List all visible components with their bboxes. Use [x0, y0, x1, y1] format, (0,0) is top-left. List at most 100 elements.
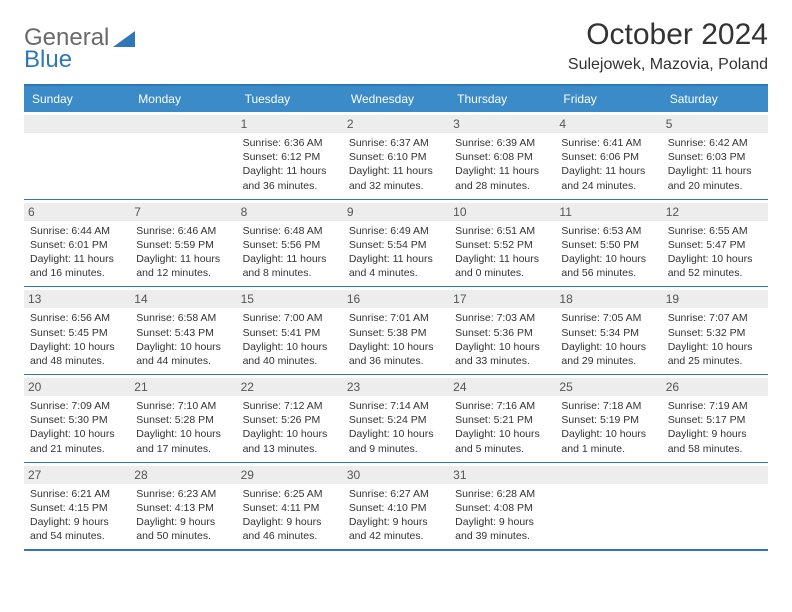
day-number: 4 [555, 115, 661, 133]
sunrise-text: Sunrise: 6:58 AM [136, 311, 230, 325]
calendar-day: 25Sunrise: 7:18 AMSunset: 5:19 PMDayligh… [555, 375, 661, 462]
day-number: 12 [662, 203, 768, 221]
daylight-text: Daylight: 11 hours and 16 minutes. [30, 252, 124, 280]
calendar-day: 30Sunrise: 6:27 AMSunset: 4:10 PMDayligh… [343, 463, 449, 550]
sunrise-text: Sunrise: 7:03 AM [455, 311, 549, 325]
daylight-text: Daylight: 11 hours and 24 minutes. [561, 164, 655, 192]
sunrise-text: Sunrise: 6:25 AM [243, 487, 337, 501]
calendar-day: 15Sunrise: 7:00 AMSunset: 5:41 PMDayligh… [237, 287, 343, 374]
sunrise-text: Sunrise: 6:44 AM [30, 224, 124, 238]
calendar-day: 23Sunrise: 7:14 AMSunset: 5:24 PMDayligh… [343, 375, 449, 462]
calendar-day: 18Sunrise: 7:05 AMSunset: 5:34 PMDayligh… [555, 287, 661, 374]
day-number: 24 [449, 378, 555, 396]
sunrise-text: Sunrise: 6:23 AM [136, 487, 230, 501]
calendar-header-row: Sunday Monday Tuesday Wednesday Thursday… [24, 84, 768, 112]
day-number: 3 [449, 115, 555, 133]
day-number: 30 [343, 466, 449, 484]
title-block: October 2024 Sulejowek, Mazovia, Poland [568, 18, 768, 74]
location-subtitle: Sulejowek, Mazovia, Poland [568, 56, 768, 74]
calendar-day: 26Sunrise: 7:19 AMSunset: 5:17 PMDayligh… [662, 375, 768, 462]
daylight-text: Daylight: 10 hours and 33 minutes. [455, 340, 549, 368]
calendar-week: 20Sunrise: 7:09 AMSunset: 5:30 PMDayligh… [24, 375, 768, 463]
day-number [130, 115, 236, 133]
calendar-day [555, 463, 661, 550]
calendar-day: 10Sunrise: 6:51 AMSunset: 5:52 PMDayligh… [449, 200, 555, 287]
sunrise-text: Sunrise: 6:49 AM [349, 224, 443, 238]
day-header-friday: Friday [555, 86, 661, 112]
sunset-text: Sunset: 5:21 PM [455, 413, 549, 427]
sunrise-text: Sunrise: 7:07 AM [668, 311, 762, 325]
sunset-text: Sunset: 5:30 PM [30, 413, 124, 427]
day-number: 26 [662, 378, 768, 396]
sunset-text: Sunset: 5:59 PM [136, 238, 230, 252]
calendar-week: 27Sunrise: 6:21 AMSunset: 4:15 PMDayligh… [24, 463, 768, 552]
calendar-day: 12Sunrise: 6:55 AMSunset: 5:47 PMDayligh… [662, 200, 768, 287]
day-header-monday: Monday [130, 86, 236, 112]
daylight-text: Daylight: 9 hours and 54 minutes. [30, 515, 124, 543]
day-number: 7 [130, 203, 236, 221]
sunset-text: Sunset: 5:34 PM [561, 326, 655, 340]
sunrise-text: Sunrise: 6:55 AM [668, 224, 762, 238]
sunset-text: Sunset: 6:10 PM [349, 150, 443, 164]
sunrise-text: Sunrise: 7:14 AM [349, 399, 443, 413]
day-number: 20 [24, 378, 130, 396]
sunrise-text: Sunrise: 6:48 AM [243, 224, 337, 238]
calendar-week: 6Sunrise: 6:44 AMSunset: 6:01 PMDaylight… [24, 200, 768, 288]
sunset-text: Sunset: 5:17 PM [668, 413, 762, 427]
sunrise-text: Sunrise: 7:09 AM [30, 399, 124, 413]
calendar-day: 11Sunrise: 6:53 AMSunset: 5:50 PMDayligh… [555, 200, 661, 287]
sunset-text: Sunset: 5:54 PM [349, 238, 443, 252]
day-number: 9 [343, 203, 449, 221]
calendar-day: 5Sunrise: 6:42 AMSunset: 6:03 PMDaylight… [662, 112, 768, 199]
day-number: 15 [237, 290, 343, 308]
daylight-text: Daylight: 10 hours and 52 minutes. [668, 252, 762, 280]
daylight-text: Daylight: 11 hours and 4 minutes. [349, 252, 443, 280]
day-number: 19 [662, 290, 768, 308]
calendar-day: 6Sunrise: 6:44 AMSunset: 6:01 PMDaylight… [24, 200, 130, 287]
calendar-week: 1Sunrise: 6:36 AMSunset: 6:12 PMDaylight… [24, 112, 768, 200]
sunrise-text: Sunrise: 6:27 AM [349, 487, 443, 501]
daylight-text: Daylight: 9 hours and 42 minutes. [349, 515, 443, 543]
sunset-text: Sunset: 5:56 PM [243, 238, 337, 252]
daylight-text: Daylight: 10 hours and 56 minutes. [561, 252, 655, 280]
day-header-wednesday: Wednesday [343, 86, 449, 112]
calendar-day: 17Sunrise: 7:03 AMSunset: 5:36 PMDayligh… [449, 287, 555, 374]
daylight-text: Daylight: 10 hours and 1 minute. [561, 427, 655, 455]
sunset-text: Sunset: 5:28 PM [136, 413, 230, 427]
sunset-text: Sunset: 4:13 PM [136, 501, 230, 515]
daylight-text: Daylight: 10 hours and 9 minutes. [349, 427, 443, 455]
sunset-text: Sunset: 5:24 PM [349, 413, 443, 427]
day-number: 29 [237, 466, 343, 484]
day-number: 17 [449, 290, 555, 308]
calendar-day: 28Sunrise: 6:23 AMSunset: 4:13 PMDayligh… [130, 463, 236, 550]
sunset-text: Sunset: 5:43 PM [136, 326, 230, 340]
daylight-text: Daylight: 9 hours and 58 minutes. [668, 427, 762, 455]
calendar-day: 3Sunrise: 6:39 AMSunset: 6:08 PMDaylight… [449, 112, 555, 199]
sunrise-text: Sunrise: 6:51 AM [455, 224, 549, 238]
calendar-day: 19Sunrise: 7:07 AMSunset: 5:32 PMDayligh… [662, 287, 768, 374]
calendar-day: 29Sunrise: 6:25 AMSunset: 4:11 PMDayligh… [237, 463, 343, 550]
daylight-text: Daylight: 9 hours and 50 minutes. [136, 515, 230, 543]
day-number [555, 466, 661, 484]
header: General October 2024 Sulejowek, Mazovia,… [24, 18, 768, 74]
calendar-day: 22Sunrise: 7:12 AMSunset: 5:26 PMDayligh… [237, 375, 343, 462]
day-number: 16 [343, 290, 449, 308]
sunset-text: Sunset: 4:15 PM [30, 501, 124, 515]
daylight-text: Daylight: 10 hours and 25 minutes. [668, 340, 762, 368]
sunset-text: Sunset: 6:06 PM [561, 150, 655, 164]
sunset-text: Sunset: 5:50 PM [561, 238, 655, 252]
daylight-text: Daylight: 10 hours and 21 minutes. [30, 427, 124, 455]
calendar-day: 13Sunrise: 6:56 AMSunset: 5:45 PMDayligh… [24, 287, 130, 374]
brand-part2: Blue [24, 46, 72, 74]
sunrise-text: Sunrise: 6:42 AM [668, 136, 762, 150]
day-number: 6 [24, 203, 130, 221]
sunrise-text: Sunrise: 6:36 AM [243, 136, 337, 150]
day-header-sunday: Sunday [24, 86, 130, 112]
day-header-thursday: Thursday [449, 86, 555, 112]
sunset-text: Sunset: 6:08 PM [455, 150, 549, 164]
day-number: 11 [555, 203, 661, 221]
calendar-day [662, 463, 768, 550]
daylight-text: Daylight: 10 hours and 17 minutes. [136, 427, 230, 455]
calendar-day: 7Sunrise: 6:46 AMSunset: 5:59 PMDaylight… [130, 200, 236, 287]
calendar-body: 1Sunrise: 6:36 AMSunset: 6:12 PMDaylight… [24, 112, 768, 551]
